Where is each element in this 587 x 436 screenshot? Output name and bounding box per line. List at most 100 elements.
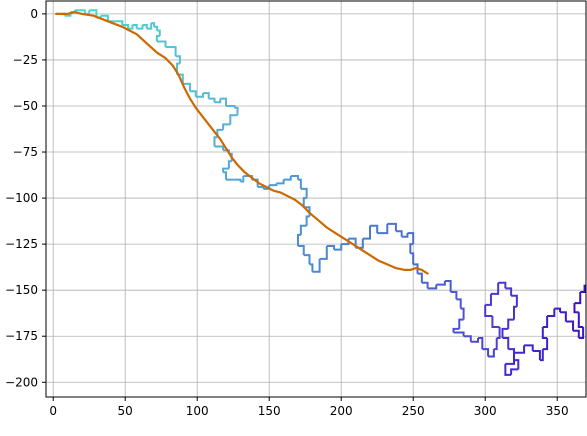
y-tick-label: −150 <box>5 283 38 297</box>
walk-segment <box>478 337 484 350</box>
walk-segment <box>312 258 321 273</box>
y-tick-label: −25 <box>13 53 38 67</box>
walk-segment <box>305 215 310 226</box>
walk-segment <box>182 82 191 92</box>
grid <box>46 1 586 397</box>
walk-segment <box>309 263 314 272</box>
walk-segment <box>514 345 526 354</box>
walk-segment <box>297 233 301 246</box>
y-tick-label: −200 <box>5 375 38 389</box>
walk-segment <box>458 318 464 329</box>
walk-segment <box>214 145 225 151</box>
walk-segment <box>421 281 429 289</box>
walk-segment <box>524 344 534 351</box>
walk-segment <box>463 335 472 342</box>
walk-segment <box>115 20 124 25</box>
walk-segment <box>514 359 520 370</box>
walk-segment <box>484 304 493 317</box>
walk-segment <box>303 254 311 265</box>
walk-segment <box>504 363 512 376</box>
x-tick-label: 100 <box>186 404 209 418</box>
walk-segment <box>513 305 517 320</box>
walk-segment <box>195 93 204 98</box>
walk-segment <box>299 224 307 235</box>
walk-segment <box>532 349 541 361</box>
walk-segment <box>407 232 415 245</box>
walk-segment <box>498 281 507 289</box>
walk-segment <box>290 174 299 180</box>
walk-segment <box>334 244 343 251</box>
walk-segment <box>491 315 500 329</box>
y-tick-label: −125 <box>5 237 38 251</box>
walk-segment <box>223 171 227 180</box>
walk-segment <box>151 22 155 27</box>
walk-segment <box>547 308 556 317</box>
walk-segment <box>229 114 238 125</box>
walk-segment <box>370 224 379 234</box>
walk-segment <box>377 223 389 235</box>
walk-segment <box>573 329 580 339</box>
walk-segment <box>222 167 229 173</box>
walk-segment <box>89 9 98 18</box>
walk-segment <box>213 136 218 147</box>
walk-segment <box>573 303 579 314</box>
walk-segment <box>453 331 465 337</box>
walk-segment <box>395 230 403 237</box>
y-tick-label: −75 <box>13 145 38 159</box>
walk-segment <box>507 318 514 329</box>
walk-segment <box>132 23 138 29</box>
walk-segment <box>298 178 302 189</box>
walk-segment <box>541 327 548 340</box>
x-tick-label: 350 <box>546 404 569 418</box>
walk-segment <box>444 279 452 293</box>
walk-segment <box>298 244 305 256</box>
walk-segment <box>401 233 409 238</box>
walk-segment <box>436 280 446 286</box>
walk-segment <box>142 23 148 29</box>
x-tick-label: 0 <box>49 404 57 418</box>
walk-segment <box>362 225 371 240</box>
y-tick-label: −175 <box>5 329 38 343</box>
walk-segment <box>100 14 109 22</box>
walk-segment <box>574 292 582 305</box>
walk-segment <box>496 327 501 340</box>
y-tick-label: 0 <box>30 7 38 21</box>
walk-segment <box>136 24 144 30</box>
walk-segment <box>234 178 242 182</box>
walk-segment <box>156 29 161 36</box>
walk-segment <box>165 46 177 57</box>
walk-segment <box>413 263 419 274</box>
walk-segment <box>208 97 216 103</box>
walk-segment <box>220 97 227 106</box>
walk-segment <box>234 106 239 116</box>
walk-segment <box>560 311 567 322</box>
walk-segment <box>539 349 544 362</box>
walk-segment <box>276 179 285 185</box>
series-layer <box>55 9 586 376</box>
y-tick-label: −50 <box>13 99 38 113</box>
walk-segment <box>202 92 210 99</box>
x-tick-label: 250 <box>402 404 425 418</box>
walk-segment <box>510 368 519 375</box>
walk-segment <box>269 183 278 187</box>
x-tick-label: 50 <box>118 404 133 418</box>
walk-segment <box>146 23 153 30</box>
walk-segment <box>502 337 510 350</box>
walk-segment <box>452 327 460 333</box>
walk-segment <box>302 197 307 208</box>
x-tick-label: 300 <box>474 404 497 418</box>
axis-ticks: 0 50 100 150 200 250 300 350 0 −25 −50 −75 −100 −125 −… <box>5 7 569 418</box>
walk-segment <box>565 320 575 331</box>
walk-segment <box>482 348 490 357</box>
walk-segment <box>155 34 160 42</box>
walk-segment <box>226 104 236 108</box>
walk-segment <box>578 327 585 340</box>
walk-segment <box>493 338 498 351</box>
walk-segment <box>505 352 515 365</box>
walk-segment <box>156 40 167 48</box>
walk-segment <box>175 55 181 64</box>
walk-segment <box>227 160 232 169</box>
smoothed-line <box>55 11 429 275</box>
walk-segment <box>542 338 549 351</box>
